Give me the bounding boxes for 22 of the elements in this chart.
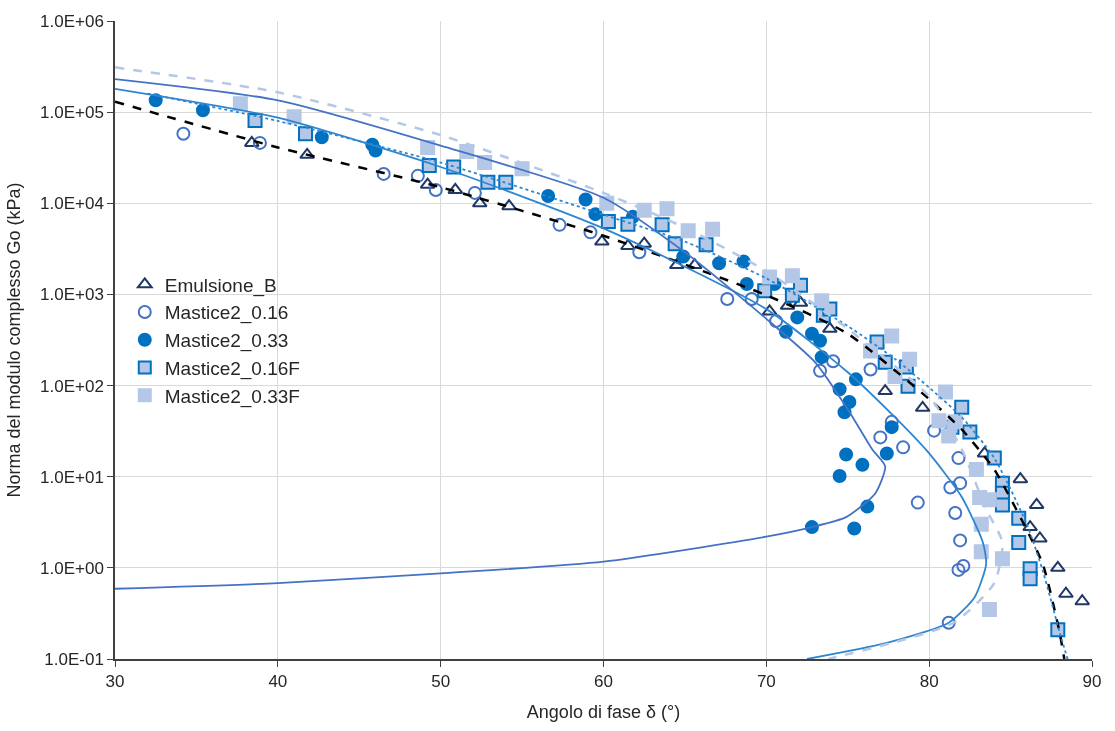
y-axis-title: Norma del modulo complesso Go (kPa) (3, 182, 24, 498)
x-tick-label: 70 (756, 672, 776, 692)
y-tick-label: 1.0E+02 (40, 376, 104, 396)
x-tick-label: 40 (268, 672, 288, 692)
y-tick-label: 1.0E+03 (40, 285, 104, 305)
x-tick-label: 50 (431, 672, 451, 692)
legend-label: Mastice2_0.16F (164, 357, 300, 380)
legend-label: Mastice2_0.33F (164, 385, 300, 408)
legend-label: Mastice2_0.33 (164, 330, 289, 353)
y-tick-label: 1.0E+01 (40, 467, 104, 487)
y-tick-label: 1.0E-01 (44, 649, 104, 669)
x-tick-label: 60 (594, 672, 613, 692)
y-tick-label: 1.0E+06 (40, 11, 104, 31)
x-tick-label: 90 (1082, 672, 1102, 692)
x-tick-label: 30 (105, 672, 125, 692)
x-tick-label: 80 (919, 672, 939, 692)
y-tick-label: 1.0E+05 (40, 103, 104, 123)
x-axis-title: Angolo di fase δ (°) (526, 701, 681, 722)
y-tick-label: 1.0E+00 (40, 558, 104, 578)
legend-label: Mastice2_0.16 (164, 302, 289, 325)
y-tick-label: 1.0E+04 (40, 194, 104, 214)
legend-label: Emulsione_B (164, 274, 277, 297)
